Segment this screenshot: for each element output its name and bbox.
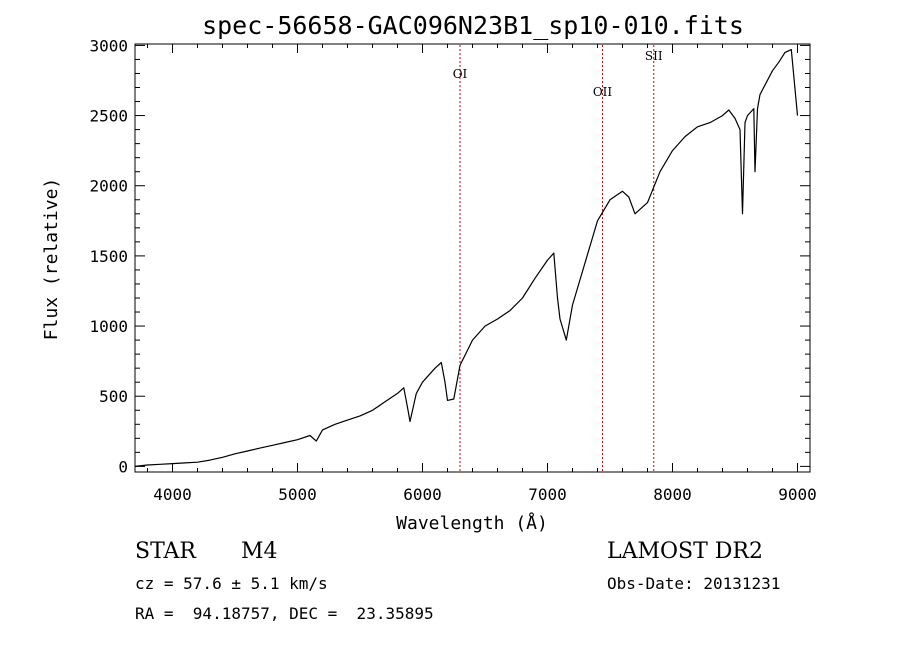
x-axis-label: Wavelength (Å) (396, 512, 548, 534)
series-layer (134, 48, 799, 467)
redshift-text: cz = 57.6 ± 5.1 km/s (135, 574, 328, 593)
y-tick-label: 2000 (89, 177, 128, 196)
x-tick-label: 4000 (153, 485, 192, 504)
x-tick-label: 6000 (403, 485, 442, 504)
line-marker-label: OI (453, 67, 468, 81)
x-tick-label: 9000 (778, 485, 817, 504)
plot-frame (134, 43, 811, 473)
line-marker-label: SII (645, 49, 663, 63)
y-tick-label: 500 (99, 387, 128, 406)
y-tick-label: 1500 (89, 247, 128, 266)
spectrum-line (134, 48, 799, 467)
axes: 4000 5000 6000 7000 8000 9000 0 500 1000 1500 2000… (89, 36, 816, 504)
chart-title: spec-56658-GAC096N23B1_sp10-010.fits (202, 11, 744, 40)
x-tick-label: 8000 (653, 485, 692, 504)
y-axis-label: Flux (relative) (41, 178, 62, 341)
x-tick-label: 7000 (528, 485, 567, 504)
emission-line-markers: OI OII SII (453, 45, 663, 471)
y-tick-label: 3000 (89, 36, 128, 55)
line-marker-label: OII (593, 85, 613, 99)
survey-label: LAMOST DR2 (607, 539, 763, 564)
y-tick-label: 0 (118, 457, 128, 476)
obs-date-text: Obs-Date: 20131231 (607, 574, 781, 593)
y-tick-label: 1000 (89, 317, 128, 336)
subclass-label: M4 (241, 539, 278, 564)
y-tick-label: 2500 (89, 107, 128, 126)
class-label: STAR (135, 539, 196, 564)
x-tick-label: 5000 (278, 485, 317, 504)
coordinates-text: RA = 94.18757, DEC = 23.35895 (135, 604, 434, 623)
